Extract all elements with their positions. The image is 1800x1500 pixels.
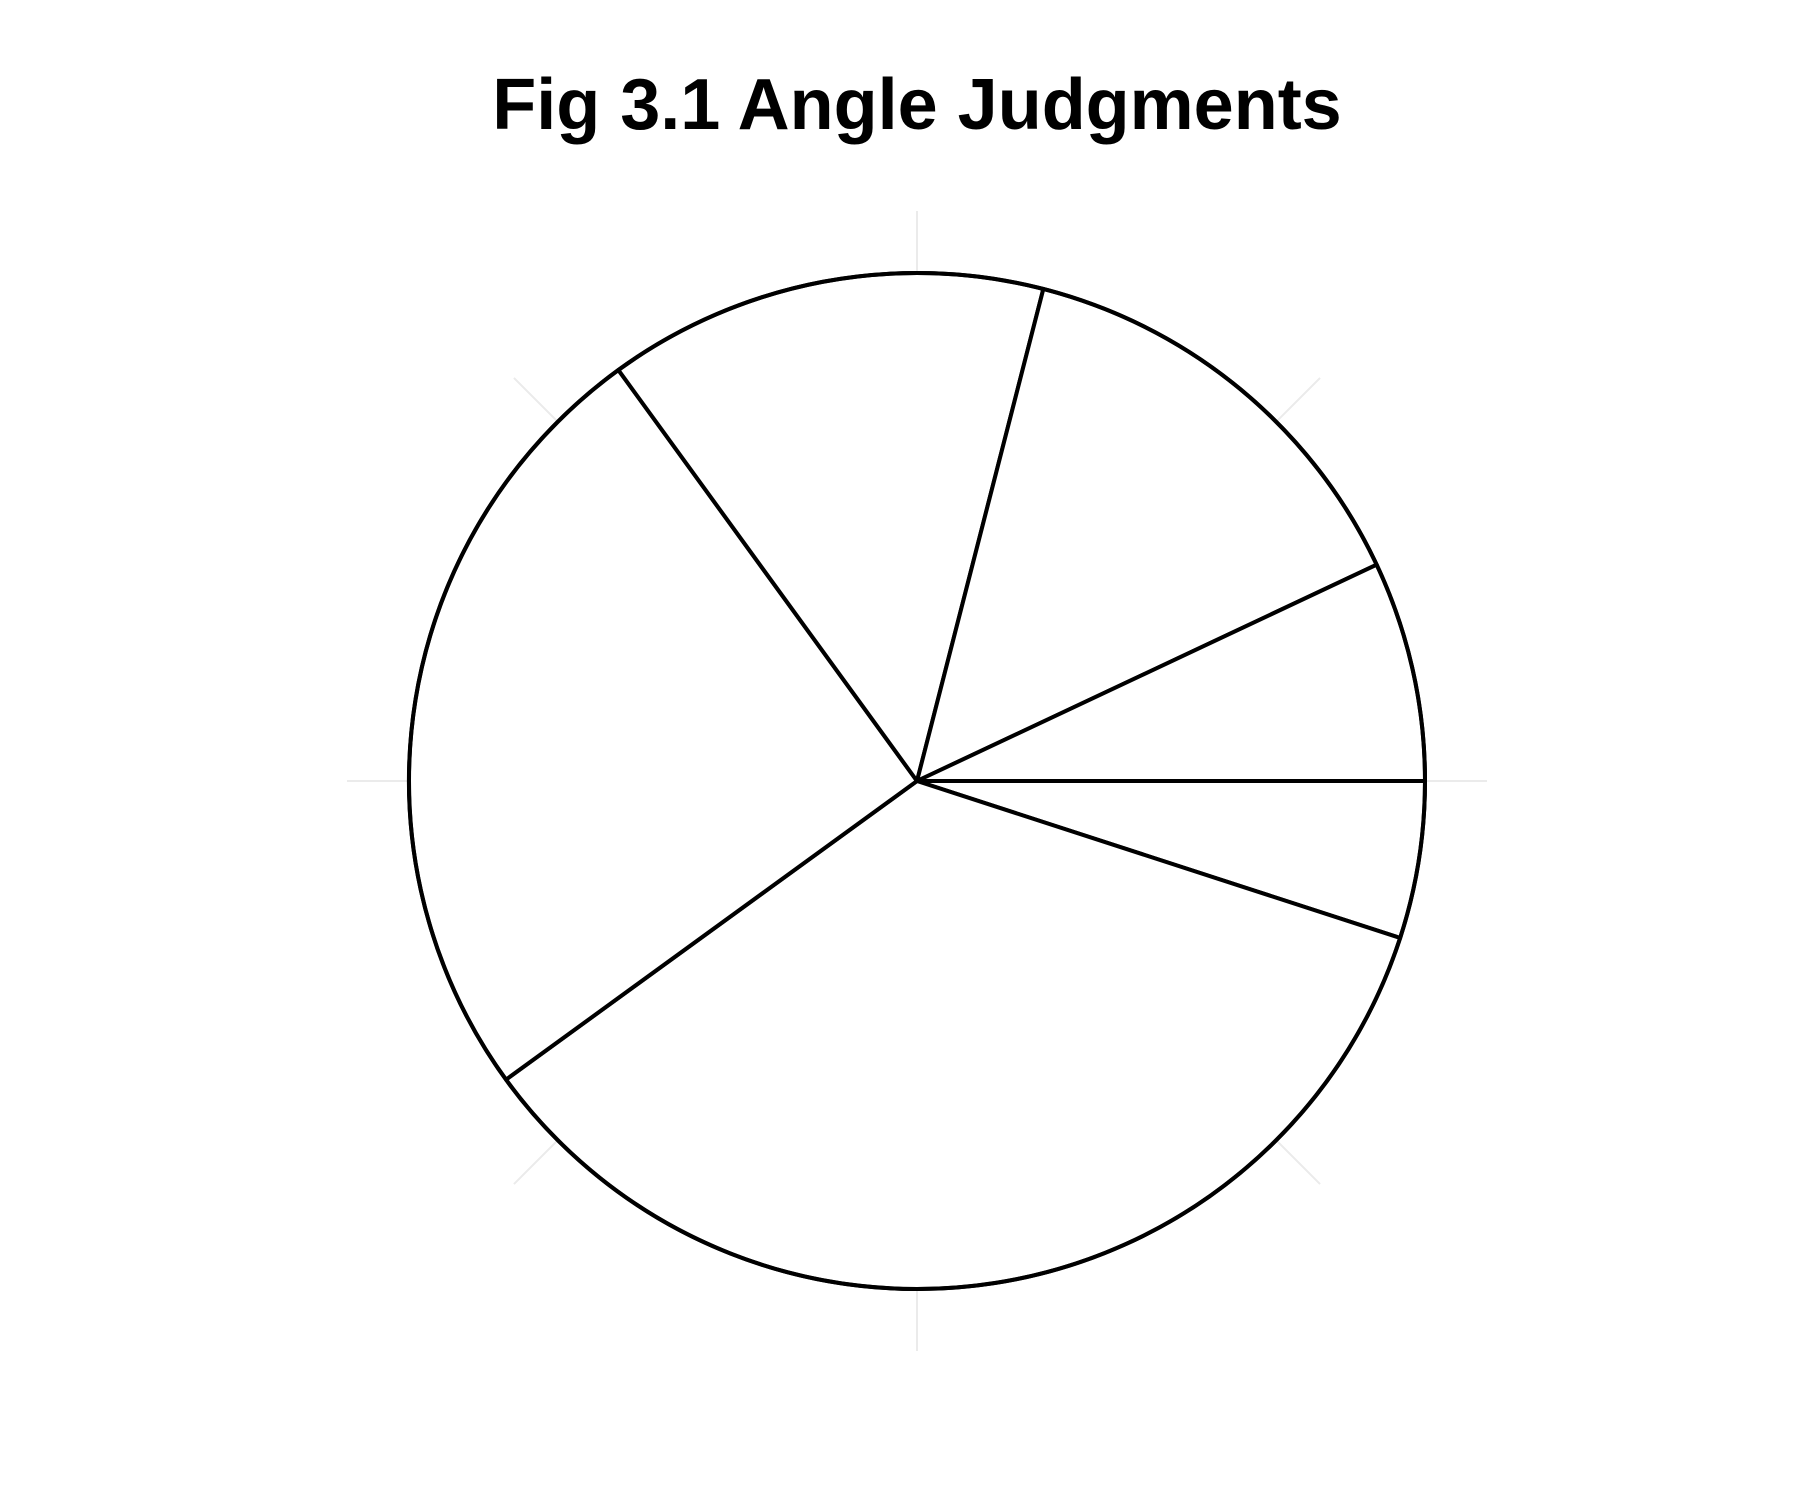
pie-slices xyxy=(407,271,1427,1291)
pie-outline xyxy=(407,271,1427,1291)
chart-title: Fig 3.1 Angle Judgments xyxy=(492,65,1342,145)
